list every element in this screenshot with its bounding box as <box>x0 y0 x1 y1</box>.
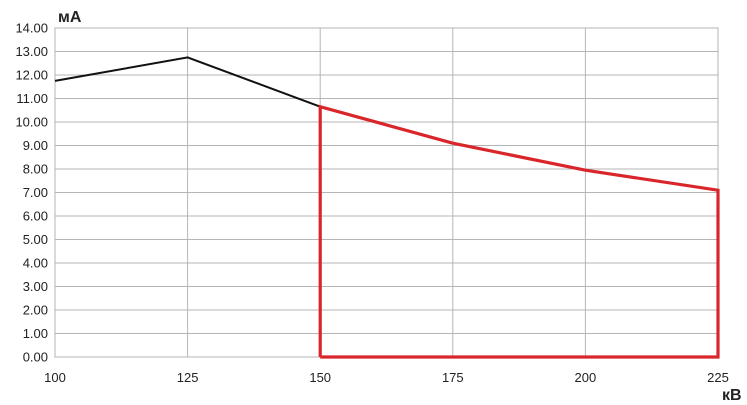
x-tick-label: 100 <box>44 370 66 385</box>
tick-labels: 0.00 1.00 2.00 3.00 4.00 5.00 6.00 7.00 8.00 9.00… <box>15 21 728 386</box>
y-tick-label: 8.00 <box>23 162 48 177</box>
x-tick-label: 125 <box>177 370 199 385</box>
y-tick-label: 7.00 <box>23 185 48 200</box>
series-line-black <box>54 56 321 108</box>
y-tick-label: 11.00 <box>16 91 48 106</box>
series-line-red <box>318 104 720 359</box>
series-group <box>54 56 720 359</box>
y-axis-unit-label: мА <box>58 9 82 26</box>
x-tick-label: 225 <box>707 370 729 385</box>
y-tick-label: 4.00 <box>23 256 48 271</box>
grid <box>54 27 719 358</box>
y-tick-label: 0.00 <box>23 350 48 365</box>
y-tick-label: 1.00 <box>23 326 48 341</box>
y-tick-label: 9.00 <box>23 138 48 153</box>
y-tick-label: 13.00 <box>15 44 48 59</box>
y-tick-label: 5.00 <box>23 232 48 247</box>
y-tick-label: 10.00 <box>15 115 48 130</box>
x-tick-label: 150 <box>309 370 331 385</box>
y-tick-label: 12.00 <box>15 68 48 83</box>
x-axis-unit-label: кВ <box>722 387 742 404</box>
y-tick-label: 2.00 <box>23 303 48 318</box>
x-tick-label: 175 <box>442 370 464 385</box>
y-tick-label: 6.00 <box>23 209 48 224</box>
y-tick-label: 3.00 <box>23 279 48 294</box>
y-tick-label: 14.00 <box>15 21 48 36</box>
x-tick-label: 200 <box>575 370 597 385</box>
